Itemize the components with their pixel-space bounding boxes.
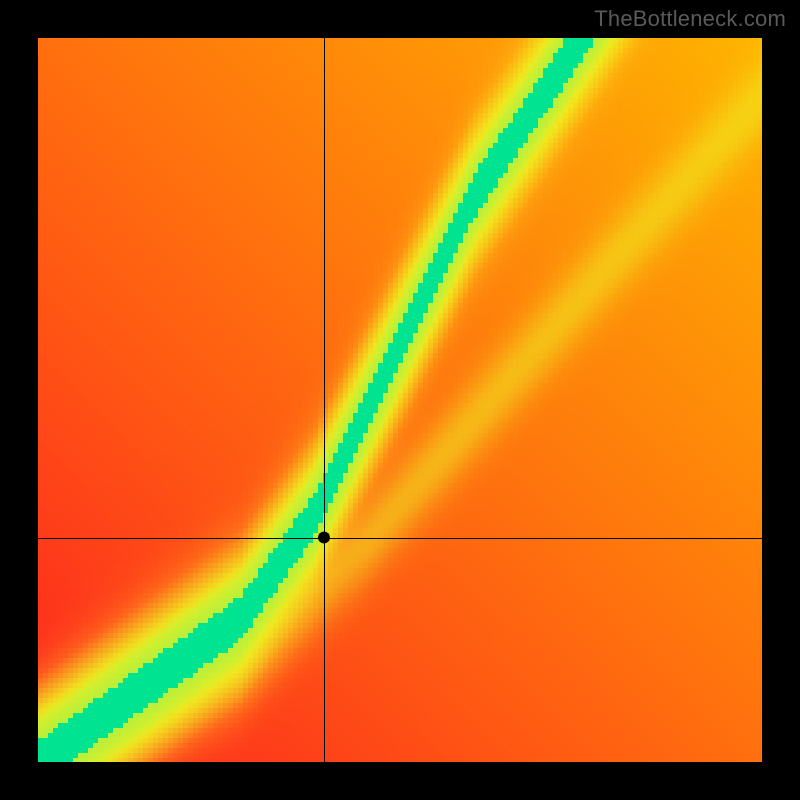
watermark-text: TheBottleneck.com	[594, 6, 786, 32]
heatmap-canvas	[0, 0, 800, 800]
bottleneck-chart-container: TheBottleneck.com	[0, 0, 800, 800]
